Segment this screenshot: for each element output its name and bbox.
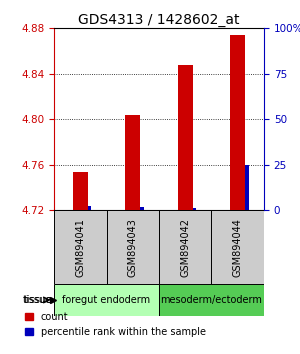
Text: GSM894044: GSM894044	[233, 218, 243, 277]
Text: GSM894042: GSM894042	[180, 218, 190, 277]
Bar	[159, 210, 211, 284]
Text: GSM894041: GSM894041	[75, 218, 85, 277]
Text: foregut endoderm: foregut endoderm	[62, 295, 151, 305]
Bar	[178, 65, 193, 210]
Bar	[125, 115, 140, 210]
Bar	[212, 210, 264, 284]
Bar	[245, 165, 249, 210]
Bar	[193, 208, 196, 210]
Title: GDS4313 / 1428602_at: GDS4313 / 1428602_at	[78, 13, 240, 27]
Bar	[159, 284, 264, 316]
Text: tissue: tissue	[24, 295, 53, 305]
Bar	[88, 206, 91, 210]
Text: mesoderm/ectoderm: mesoderm/ectoderm	[160, 295, 262, 305]
Legend: count, percentile rank within the sample: count, percentile rank within the sample	[21, 308, 209, 341]
Bar	[140, 207, 144, 210]
Bar	[106, 210, 159, 284]
Bar	[54, 284, 159, 316]
Bar	[54, 210, 106, 284]
Bar	[73, 172, 88, 210]
Text: GSM894043: GSM894043	[128, 218, 138, 277]
Text: tissue: tissue	[23, 295, 52, 305]
Bar	[230, 35, 245, 210]
